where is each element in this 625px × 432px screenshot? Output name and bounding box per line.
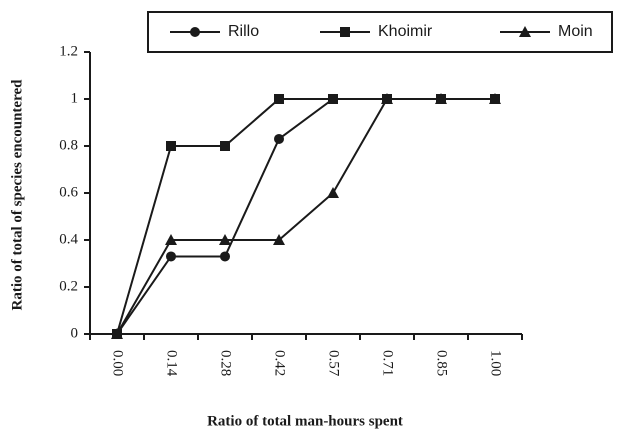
point [111, 328, 123, 339]
legend-marker [340, 27, 350, 37]
y-tick-label: 0 [71, 325, 79, 341]
y-tick-label: 1.2 [59, 43, 78, 59]
point [165, 234, 177, 245]
point [166, 251, 176, 262]
legend-label: Moin [558, 23, 593, 40]
series-line [116, 98, 495, 335]
y-tick-label: 1 [71, 90, 79, 106]
x-tick-label: 0.42 [272, 350, 288, 376]
x-axis-label: Ratio of total man-hours spent [207, 413, 403, 429]
point [274, 94, 284, 104]
point [274, 133, 284, 144]
x-tick-label: 1.00 [488, 350, 504, 376]
x-tick-label: 0.85 [434, 350, 450, 376]
legend-label: Khoimir [378, 23, 433, 40]
y-axis-label: Ratio of total of species encountered [9, 79, 25, 311]
x-tick-label: 0.00 [110, 350, 126, 376]
point [381, 93, 393, 104]
y-tick-label: 0.8 [59, 137, 78, 153]
point [327, 187, 339, 198]
y-tick-label: 0.6 [59, 184, 78, 200]
legend-marker [190, 27, 200, 37]
point [220, 141, 230, 151]
point [435, 93, 447, 104]
legend-marker [519, 26, 531, 37]
point [273, 234, 285, 245]
legend-label: Rillo [228, 23, 259, 40]
point [489, 93, 501, 104]
point [220, 251, 230, 262]
y-tick-label: 0.2 [59, 278, 78, 294]
point [166, 141, 176, 151]
point [328, 94, 338, 104]
x-tick-label: 0.28 [218, 350, 234, 376]
y-tick-label: 0.4 [59, 231, 78, 247]
x-tick-label: 0.57 [326, 350, 342, 377]
point [219, 234, 231, 245]
x-tick-label: 0.71 [380, 350, 396, 376]
x-tick-label: 0.14 [164, 350, 180, 377]
